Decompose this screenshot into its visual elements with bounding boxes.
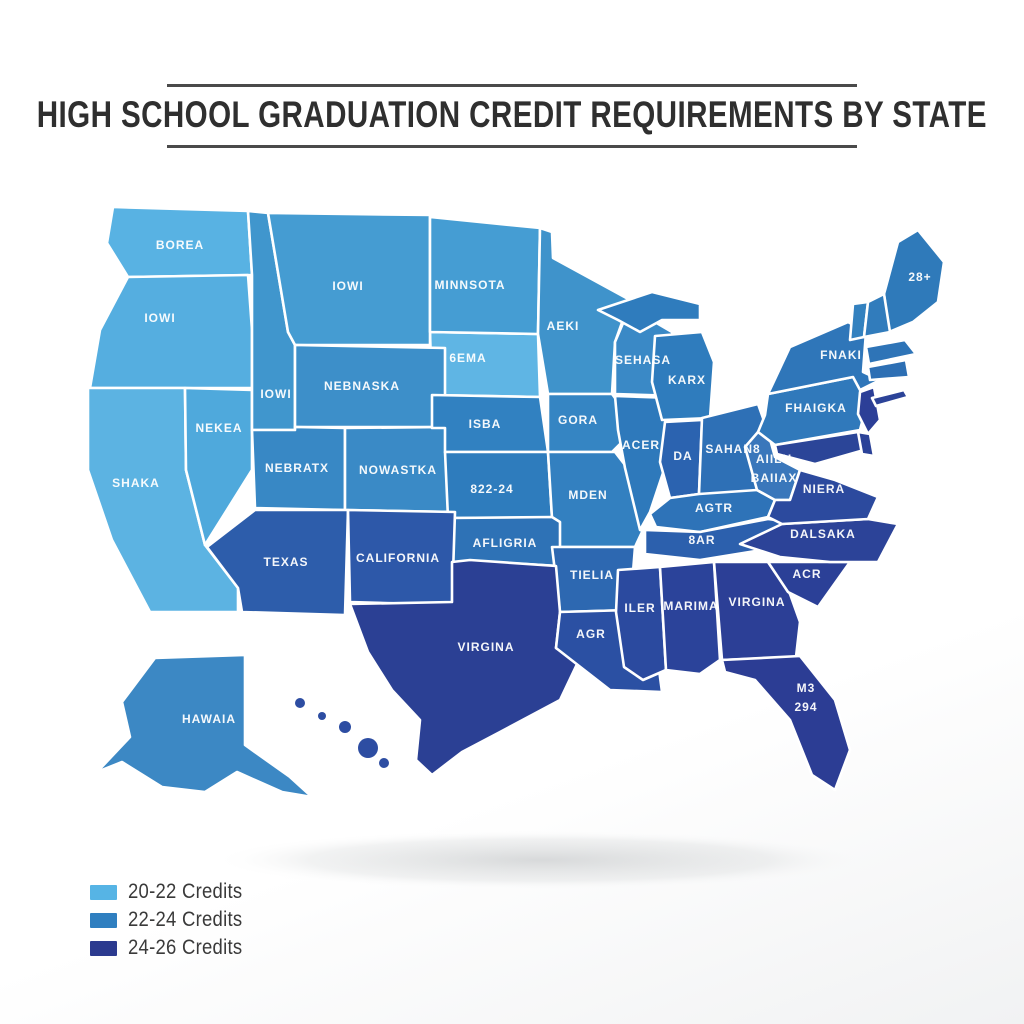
state-hi-island <box>318 712 326 720</box>
state-label-oh: SAHAN8 <box>705 442 760 456</box>
state-or <box>88 273 254 390</box>
page-title: HIGH SCHOOL GRADUATION CREDIT REQUIREMEN… <box>36 94 988 135</box>
state-label-sc: ACR <box>793 567 822 581</box>
state-me <box>882 228 946 334</box>
state-label-la: AGR <box>576 627 606 641</box>
state-label-ar: TIELIA <box>570 568 614 582</box>
state-label-nm: CALIFORNIA <box>356 551 440 565</box>
legend-label: 20-22 Credits <box>128 880 243 903</box>
state-label-co: NOWASTKA <box>359 463 437 477</box>
state-label-fl: M3 294 <box>794 681 817 714</box>
legend-row: 24-26 Credits <box>90 934 258 962</box>
legend-row: 22-24 Credits <box>90 906 258 934</box>
map-drop-shadow <box>210 830 870 890</box>
state-az <box>205 508 350 617</box>
state-label-wi: SEHASA <box>615 353 671 367</box>
state-label-al: MARIMA <box>663 599 718 613</box>
state-label-mo: MDEN <box>568 488 607 502</box>
state-label-ut: NEBRATX <box>265 461 329 475</box>
state-label-mn: AEKI <box>547 319 580 333</box>
legend: 20-22 Credits 22-24 Credits 24-26 Credit… <box>90 878 258 962</box>
state-ak <box>95 653 314 799</box>
state-label-mt: IOWI <box>332 279 363 293</box>
state-va <box>766 468 880 526</box>
state-label-ne: ISBA <box>469 417 502 431</box>
state-label-tn: 8AR <box>688 533 715 547</box>
state-label-ok: AFLIGRIA <box>473 536 538 550</box>
state-de <box>856 430 876 458</box>
state-label-mi: KARX <box>668 373 706 387</box>
state-label-ms: ILER <box>624 601 655 615</box>
state-label-il: ACER <box>622 438 660 452</box>
state-label-tx: VIRGINA <box>457 640 514 654</box>
state-label-in: DA <box>673 449 692 463</box>
state-label-me: 28+ <box>908 270 931 284</box>
state-md <box>773 430 866 466</box>
state-label-nv: NEKEA <box>195 421 242 435</box>
state-label-ak: HAWAIA <box>182 712 236 726</box>
state-hi-island <box>339 721 351 733</box>
state-label-pa: FHAIGKA <box>785 401 847 415</box>
state-li <box>870 388 910 408</box>
legend-swatch-22-24 <box>90 912 117 928</box>
state-label-wa: BOREA <box>156 238 204 252</box>
state-ct <box>866 358 911 382</box>
state-label-ca: SHAKA <box>112 476 160 490</box>
legend-label: 24-26 Credits <box>128 936 243 959</box>
state-label-ks: 822-24 <box>470 482 513 496</box>
state-label-sd: 6EMA <box>449 351 486 365</box>
state-hi-island <box>295 698 305 708</box>
state-label-wy: NEBNASKA <box>324 379 400 393</box>
legend-label: 22-24 Credits <box>128 908 243 931</box>
state-hi-island <box>379 758 389 768</box>
state-al <box>658 560 722 676</box>
state-label-az: TEXAS <box>263 555 308 569</box>
state-label-or: IOWI <box>144 311 175 325</box>
state-hi-island <box>358 738 378 758</box>
state-label-ia: GORA <box>558 413 598 427</box>
legend-swatch-20-22 <box>90 884 117 900</box>
state-fl <box>720 654 852 792</box>
state-mt <box>266 211 432 347</box>
state-label-id: IOWI <box>260 387 291 401</box>
state-label-nd: MINNSOTA <box>434 278 505 292</box>
state-mi <box>596 290 702 334</box>
state-label-wv: AIILU BAIIAX <box>751 452 798 485</box>
state-nd <box>428 215 542 336</box>
state-nv <box>183 386 254 547</box>
legend-swatch-24-26 <box>90 940 117 956</box>
state-label-va: NIERA <box>803 482 845 496</box>
state-label-ga: VIRGINA <box>728 595 785 609</box>
state-nh <box>862 292 892 339</box>
state-label-ky: AGTR <box>695 501 733 515</box>
state-ms <box>614 565 668 682</box>
legend-row: 20-22 Credits <box>90 878 258 906</box>
state-label-ny: FNAKI <box>820 348 862 362</box>
state-label-nc: DALSAKA <box>790 527 856 541</box>
title-block: HIGH SCHOOL GRADUATION CREDIT REQUIREMEN… <box>37 84 987 148</box>
state-ma <box>864 338 918 366</box>
state-tx <box>348 558 580 777</box>
